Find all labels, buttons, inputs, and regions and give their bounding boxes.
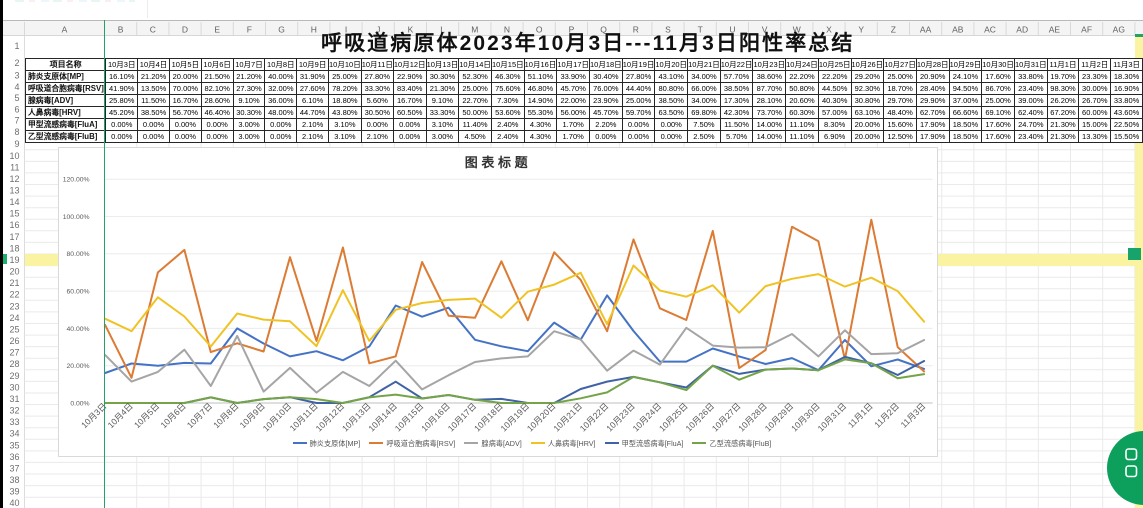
svg-text:1: 1 xyxy=(14,41,19,51)
svg-text:25: 25 xyxy=(9,325,19,335)
svg-text:20: 20 xyxy=(9,267,19,277)
svg-text:15: 15 xyxy=(9,209,19,219)
svg-text:P: P xyxy=(569,24,575,34)
svg-text:39: 39 xyxy=(9,487,19,497)
svg-text:5: 5 xyxy=(14,93,19,103)
svg-text:120.00%: 120.00% xyxy=(63,177,90,184)
svg-text:11: 11 xyxy=(10,162,19,172)
svg-text:80.00%: 80.00% xyxy=(67,251,90,258)
svg-text:24: 24 xyxy=(9,313,19,323)
svg-text:4: 4 xyxy=(14,82,19,92)
svg-text:12: 12 xyxy=(9,174,19,184)
svg-text:60.00%: 60.00% xyxy=(67,289,90,296)
svg-text:AA: AA xyxy=(920,24,932,34)
svg-text:Z: Z xyxy=(891,24,896,34)
svg-text:40.00%: 40.00% xyxy=(67,326,90,333)
svg-text:18: 18 xyxy=(9,243,19,253)
svg-text:33: 33 xyxy=(9,417,19,427)
svg-text:22: 22 xyxy=(9,290,19,300)
svg-text:S: S xyxy=(665,24,671,34)
svg-text:14: 14 xyxy=(9,197,19,207)
svg-text:26: 26 xyxy=(9,336,19,346)
svg-text:32: 32 xyxy=(9,406,19,416)
svg-text:F: F xyxy=(247,24,252,34)
svg-text:W: W xyxy=(793,24,801,34)
svg-text:AF: AF xyxy=(1081,24,1092,34)
svg-text:36: 36 xyxy=(9,452,19,462)
svg-text:O: O xyxy=(536,24,543,34)
svg-text:X: X xyxy=(826,24,832,34)
svg-text:30: 30 xyxy=(9,382,19,392)
svg-text:N: N xyxy=(504,24,510,34)
svg-text:8: 8 xyxy=(14,127,19,137)
svg-text:J: J xyxy=(376,24,380,34)
svg-text:19: 19 xyxy=(9,255,19,265)
svg-text:B: B xyxy=(118,24,124,34)
svg-text:37: 37 xyxy=(9,463,19,473)
svg-text:V: V xyxy=(762,24,768,34)
svg-text:I: I xyxy=(345,24,347,34)
svg-text:20.00%: 20.00% xyxy=(67,363,90,370)
svg-text:21: 21 xyxy=(9,278,19,288)
svg-text:9: 9 xyxy=(14,139,19,149)
svg-text:AG: AG xyxy=(1113,24,1125,34)
svg-text:10: 10 xyxy=(9,151,19,161)
svg-text:35: 35 xyxy=(9,440,19,450)
svg-text:L: L xyxy=(440,24,445,34)
svg-text:2: 2 xyxy=(14,58,19,68)
svg-text:D: D xyxy=(182,24,188,34)
svg-text:AB: AB xyxy=(952,24,964,34)
svg-text:23: 23 xyxy=(9,301,19,311)
svg-text:E: E xyxy=(214,24,220,34)
svg-text:K: K xyxy=(408,24,414,34)
svg-text:31: 31 xyxy=(9,394,19,404)
svg-text:16: 16 xyxy=(9,220,19,230)
svg-text:7: 7 xyxy=(14,116,19,126)
svg-text:0.00%: 0.00% xyxy=(71,400,90,407)
svg-text:C: C xyxy=(150,24,156,34)
svg-text:A: A xyxy=(62,24,68,34)
svg-text:Q: Q xyxy=(600,24,607,34)
svg-text:34: 34 xyxy=(9,429,19,439)
svg-text:27: 27 xyxy=(9,348,19,358)
svg-text:G: G xyxy=(278,24,285,34)
svg-text:3: 3 xyxy=(14,71,19,81)
svg-text:R: R xyxy=(633,24,639,34)
svg-text:13: 13 xyxy=(9,186,19,196)
svg-text:AD: AD xyxy=(1016,24,1028,34)
svg-text:29: 29 xyxy=(9,371,19,381)
svg-text:H: H xyxy=(311,24,317,34)
svg-text:图表标题: 图表标题 xyxy=(465,155,531,170)
svg-text:40: 40 xyxy=(9,498,19,508)
svg-text:17: 17 xyxy=(9,232,19,242)
svg-text:38: 38 xyxy=(9,475,19,485)
svg-text:100.00%: 100.00% xyxy=(63,214,90,221)
svg-text:AC: AC xyxy=(984,24,996,34)
svg-text:Y: Y xyxy=(858,24,864,34)
svg-text:6: 6 xyxy=(14,104,19,114)
svg-text:T: T xyxy=(698,24,703,34)
svg-text:U: U xyxy=(729,24,735,34)
svg-text:M: M xyxy=(471,24,478,34)
svg-text:28: 28 xyxy=(9,359,19,369)
svg-text:AE: AE xyxy=(1049,24,1061,34)
